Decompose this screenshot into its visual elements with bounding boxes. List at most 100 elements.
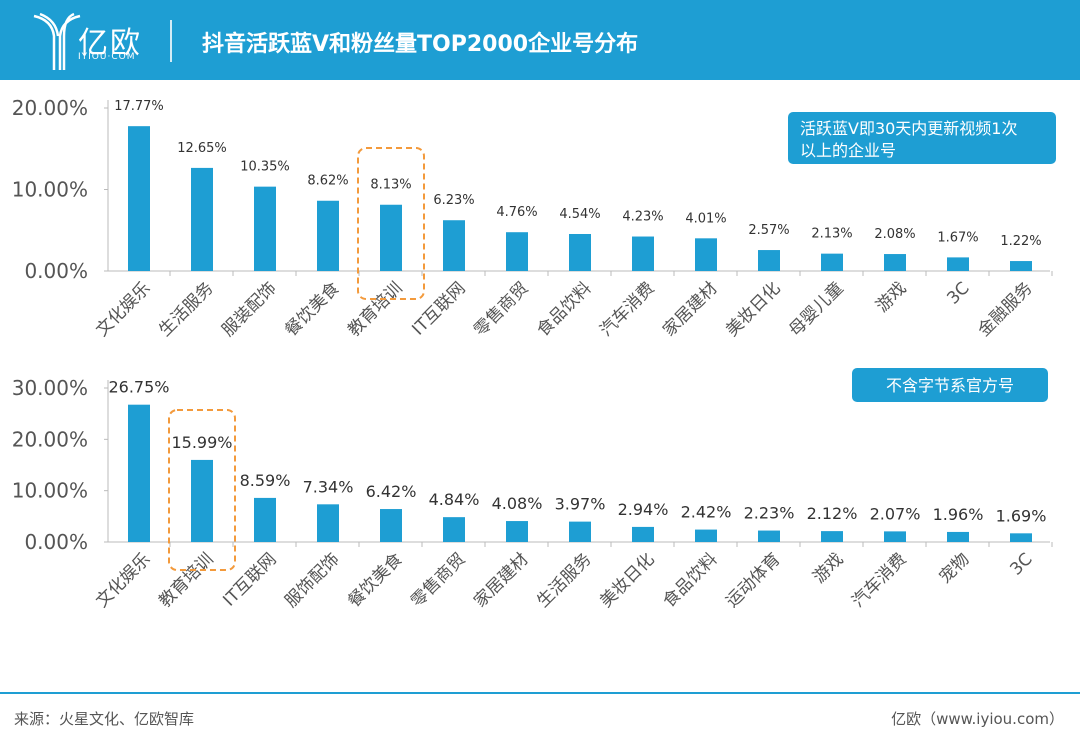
highlight-box — [357, 147, 425, 300]
bar — [506, 232, 528, 271]
x-tick-label: 美妆日化 — [722, 278, 784, 340]
note-box — [788, 112, 1056, 164]
bar — [821, 531, 843, 542]
y-tick-label: 30.00% — [12, 376, 88, 400]
bar — [128, 126, 150, 271]
x-tick-label: 服装配饰 — [218, 278, 280, 340]
note-text: 不含字节系官方号 — [886, 376, 1014, 395]
data-label: 26.75% — [108, 378, 169, 397]
x-tick-label: 餐饮美食 — [281, 278, 343, 340]
note-text: 活跃蓝V即30天内更新视频1次 — [800, 119, 1018, 138]
x-tick-label: 游戏 — [809, 549, 847, 587]
bar — [443, 220, 465, 271]
data-label: 8.13% — [370, 178, 411, 193]
footer-divider — [0, 692, 1080, 694]
x-tick-label: IT互联网 — [219, 549, 280, 610]
bar — [695, 238, 717, 271]
data-label: 4.76% — [496, 205, 537, 220]
x-tick-label: 汽车消费 — [848, 549, 910, 611]
y-tick-label: 10.00% — [12, 178, 88, 202]
data-label: 2.23% — [744, 504, 795, 523]
data-label: 4.23% — [622, 210, 663, 225]
y-tick-label: 0.00% — [24, 259, 88, 283]
bar — [254, 186, 276, 271]
bar — [254, 497, 276, 542]
data-label: 10.35% — [240, 160, 290, 175]
credit-text: 亿欧（www.iyiou.com） — [891, 710, 1064, 728]
bar — [1010, 261, 1032, 271]
bar — [191, 167, 213, 271]
y-tick-label: 20.00% — [12, 96, 88, 120]
x-tick-label: IT互联网 — [408, 278, 469, 339]
bar — [380, 204, 402, 271]
x-tick-label: 运动体育 — [722, 549, 784, 611]
note-text: 以上的企业号 — [800, 141, 896, 160]
y-tick-label: 0.00% — [24, 530, 88, 554]
bar — [632, 526, 654, 542]
bar — [569, 521, 591, 542]
data-label: 2.12% — [807, 504, 858, 523]
bar — [191, 459, 213, 542]
bar — [695, 529, 717, 542]
x-tick-label: 3C — [943, 278, 973, 308]
bar — [947, 531, 969, 542]
bar — [821, 253, 843, 271]
x-tick-label: 游戏 — [872, 278, 910, 316]
logo-text: 亿欧 — [78, 26, 142, 61]
note-box — [852, 368, 1048, 402]
charts-area: 0.00% 10.00% 20.00% 17.77% 文化娱乐 12.65% 生活服务 10.… — [12, 96, 1056, 612]
data-label: 8.59% — [240, 471, 291, 490]
bar — [884, 531, 906, 542]
logo-subtext: IYIOU·COM — [78, 52, 136, 62]
data-label: 4.54% — [559, 207, 600, 222]
x-tick-label: 金融服务 — [974, 278, 1036, 340]
bar — [443, 517, 465, 542]
data-label: 1.22% — [1000, 234, 1041, 249]
data-label: 2.94% — [618, 500, 669, 519]
x-tick-label: 宠物 — [935, 549, 973, 587]
data-label: 7.34% — [303, 477, 354, 496]
data-label: 1.96% — [933, 505, 984, 524]
x-tick-label: 家居建材 — [659, 278, 721, 340]
x-tick-label: 汽车消费 — [596, 278, 658, 340]
x-tick-label: 文化娱乐 — [92, 549, 154, 611]
data-label: 17.77% — [114, 99, 164, 114]
bar — [884, 254, 906, 271]
y-tick-label: 20.00% — [12, 427, 88, 451]
x-tick-label: 服饰配饰 — [281, 549, 343, 611]
x-tick-label: 家居建材 — [470, 549, 532, 611]
data-label: 2.08% — [874, 227, 915, 242]
x-tick-label: 美妆日化 — [596, 549, 658, 611]
data-label: 6.23% — [433, 193, 474, 208]
x-tick-label: 餐饮美食 — [344, 549, 406, 611]
bar — [506, 521, 528, 542]
bar — [758, 530, 780, 542]
x-tick-label: 母婴儿童 — [785, 278, 847, 340]
bar — [758, 250, 780, 271]
x-tick-label: 教育培训 — [155, 549, 217, 611]
bar — [317, 504, 339, 542]
data-label: 2.57% — [748, 223, 789, 238]
data-label: 6.42% — [366, 482, 417, 501]
data-label: 4.01% — [685, 211, 726, 226]
x-tick-label: 零售商贸 — [407, 549, 469, 611]
data-label: 15.99% — [171, 433, 232, 452]
data-label: 2.13% — [811, 227, 852, 242]
bar — [632, 236, 654, 271]
bar — [947, 257, 969, 271]
data-label: 4.84% — [429, 490, 480, 509]
y-tick-label: 10.00% — [12, 479, 88, 503]
page-title: 抖音活跃蓝V和粉丝量TOP2000企业号分布 — [202, 32, 639, 57]
bar — [569, 233, 591, 271]
data-label: 3.97% — [555, 495, 606, 514]
x-tick-label: 零售商贸 — [470, 278, 532, 340]
x-tick-label: 生活服务 — [533, 549, 595, 611]
data-label: 2.07% — [870, 504, 921, 523]
data-label: 1.69% — [996, 506, 1047, 525]
bar — [380, 509, 402, 542]
bar — [128, 404, 150, 542]
x-tick-label: 食品饮料 — [659, 549, 721, 611]
data-label: 1.67% — [937, 230, 978, 245]
source-text: 来源：火星文化、亿欧智库 — [14, 710, 195, 728]
x-tick-label: 教育培训 — [344, 278, 406, 340]
